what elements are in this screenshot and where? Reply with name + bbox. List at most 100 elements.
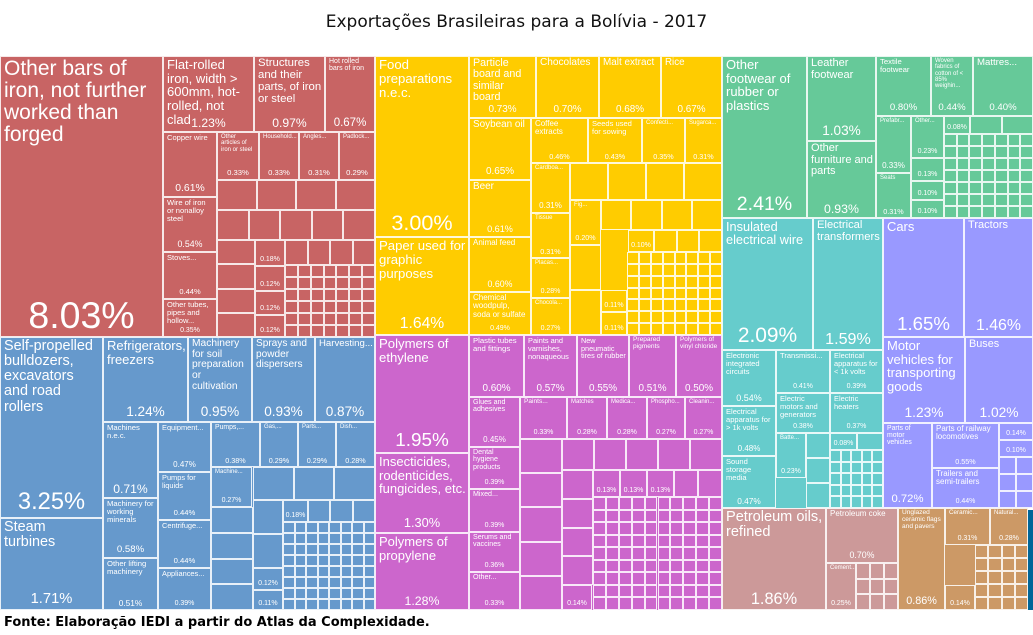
treemap-tile[interactable]: Electrical apparatus for < 1k volts 0.39%	[830, 350, 883, 393]
treemap-tile-small[interactable]	[830, 473, 841, 485]
treemap-tile-small[interactable]	[872, 484, 883, 497]
treemap-tile-small[interactable]	[248, 210, 281, 240]
treemap-tile-small[interactable]	[627, 299, 639, 312]
treemap-tile-small[interactable]	[211, 507, 253, 533]
treemap-tile[interactable]: Cars 1.65%	[883, 218, 964, 337]
treemap-tile-small[interactable]	[870, 563, 884, 579]
treemap-tile-small[interactable]	[969, 146, 983, 158]
treemap-tile-small[interactable]	[683, 522, 697, 535]
treemap-tile-small[interactable]	[1001, 116, 1033, 134]
treemap-tile-small[interactable]	[994, 170, 1008, 182]
treemap-tile-small[interactable]	[683, 509, 697, 523]
treemap-tile-small[interactable]	[830, 450, 841, 462]
treemap-tile-small[interactable]	[969, 206, 983, 218]
treemap-tile[interactable]: Buses 1.02%	[965, 337, 1033, 423]
treemap-tile-small[interactable]	[686, 311, 699, 324]
treemap-tile-small[interactable]	[988, 545, 1002, 558]
treemap-tile[interactable]: Machinery for working minerals 0.58%	[103, 498, 158, 558]
treemap-tile-small[interactable]	[336, 325, 350, 337]
treemap-tile-small[interactable]	[363, 533, 375, 544]
treemap-tile-small[interactable]	[683, 559, 697, 573]
treemap-tile[interactable]: Parts... 0.29%	[298, 422, 336, 467]
treemap-tile-small[interactable]	[330, 240, 353, 265]
treemap-tile-small[interactable]	[256, 180, 296, 210]
treemap-tile-small[interactable]	[696, 572, 710, 585]
treemap-tile[interactable]: 0.10%	[628, 230, 654, 252]
treemap-tile-small[interactable]	[317, 544, 329, 555]
treemap-tile[interactable]: Stoves... 0.44%	[163, 252, 217, 299]
treemap-tile-small[interactable]	[323, 301, 337, 313]
treemap-tile-small[interactable]	[340, 533, 352, 544]
treemap-tile-small[interactable]	[1007, 134, 1021, 146]
treemap-tile-small[interactable]	[323, 277, 337, 289]
treemap-tile-small[interactable]	[306, 533, 318, 544]
treemap-tile-small[interactable]	[638, 263, 651, 276]
treemap-tile-small[interactable]	[631, 509, 645, 523]
treemap-tile-small[interactable]	[982, 182, 995, 194]
treemap-tile-small[interactable]	[605, 522, 619, 535]
treemap-tile-small[interactable]	[605, 584, 619, 598]
treemap-tile-small[interactable]	[605, 559, 619, 573]
treemap-tile[interactable]: Equipment... 0.47%	[158, 422, 211, 472]
treemap-tile[interactable]: Transmissi... 0.41%	[776, 350, 830, 393]
treemap-tile-small[interactable]	[1014, 571, 1028, 584]
treemap-tile-small[interactable]	[956, 170, 970, 182]
treemap-tile-small[interactable]	[944, 134, 957, 146]
treemap-tile-small[interactable]	[349, 265, 363, 277]
treemap-tile-small[interactable]	[562, 498, 593, 528]
treemap-tile-small[interactable]	[851, 450, 862, 462]
treemap-tile-small[interactable]	[363, 544, 375, 555]
treemap-tile-small[interactable]	[691, 200, 722, 230]
treemap-tile-small[interactable]	[956, 158, 970, 170]
treemap-tile-small[interactable]	[280, 210, 312, 240]
treemap-tile[interactable]: Polymers of propylene 1.28%	[375, 533, 469, 610]
treemap-tile-small[interactable]	[683, 597, 697, 610]
treemap-tile-small[interactable]	[982, 170, 995, 182]
treemap-tile-small[interactable]	[329, 566, 341, 577]
treemap-tile[interactable]: Copper wire 0.61%	[163, 132, 217, 197]
treemap-tile-small[interactable]	[944, 206, 957, 218]
treemap-tile-small[interactable]	[662, 287, 675, 300]
treemap-tile-small[interactable]	[294, 522, 306, 533]
treemap-tile[interactable]: Woven fabrics of cotton of < 85% weighin…	[931, 56, 973, 116]
treemap-tile[interactable]: Sound storage media 0.47%	[722, 456, 776, 508]
treemap-tile-small[interactable]	[861, 496, 873, 508]
treemap-tile-small[interactable]	[657, 572, 671, 585]
treemap-tile-small[interactable]	[686, 252, 699, 264]
treemap-tile-small[interactable]	[662, 263, 675, 276]
treemap-tile-small[interactable]	[310, 277, 324, 289]
treemap-tile-small[interactable]	[631, 547, 645, 560]
treemap-tile-small[interactable]	[644, 584, 658, 598]
treemap-tile-small[interactable]	[593, 509, 606, 523]
treemap-tile[interactable]: Pumps,... 0.38%	[211, 422, 260, 467]
treemap-tile[interactable]: 0.12%	[255, 291, 285, 315]
treemap-tile[interactable]: Electrical transformers 1.59%	[813, 218, 883, 350]
treemap-tile-small[interactable]	[293, 467, 335, 500]
treemap-tile-small[interactable]	[851, 461, 862, 474]
treemap-tile[interactable]: Unglazed ceramic flags and pavers 0.86%	[898, 508, 945, 610]
treemap-tile-small[interactable]	[1020, 170, 1033, 182]
treemap-tile-small[interactable]	[217, 312, 255, 337]
treemap-tile-small[interactable]	[686, 263, 699, 276]
treemap-tile[interactable]: Medica... 0.28%	[607, 397, 647, 439]
treemap-tile-small[interactable]	[861, 484, 873, 497]
treemap-tile-small[interactable]	[253, 534, 283, 568]
treemap-tile-small[interactable]	[709, 559, 722, 573]
treemap-tile-small[interactable]	[217, 210, 249, 240]
treemap-tile-small[interactable]	[690, 439, 722, 470]
treemap-tile-small[interactable]	[969, 194, 983, 206]
treemap-tile-small[interactable]	[709, 534, 722, 548]
treemap-tile-small[interactable]	[696, 497, 710, 510]
treemap-tile-small[interactable]	[352, 533, 364, 544]
treemap-tile[interactable]: Pumps for liquids 0.44%	[158, 472, 211, 520]
treemap-tile[interactable]: 0.08%	[944, 116, 970, 134]
treemap-tile[interactable]: Ceramic... 0.31%	[945, 508, 990, 545]
treemap-tile-small[interactable]	[884, 563, 898, 579]
treemap-tile-small[interactable]	[593, 597, 606, 610]
treemap-tile-small[interactable]	[956, 134, 970, 146]
treemap-tile-small[interactable]	[363, 566, 375, 577]
treemap-tile[interactable]: Electric heaters 0.37%	[830, 393, 883, 433]
treemap-tile-small[interactable]	[698, 311, 711, 324]
treemap-tile-small[interactable]	[670, 509, 684, 523]
treemap-tile-small[interactable]	[631, 534, 645, 548]
